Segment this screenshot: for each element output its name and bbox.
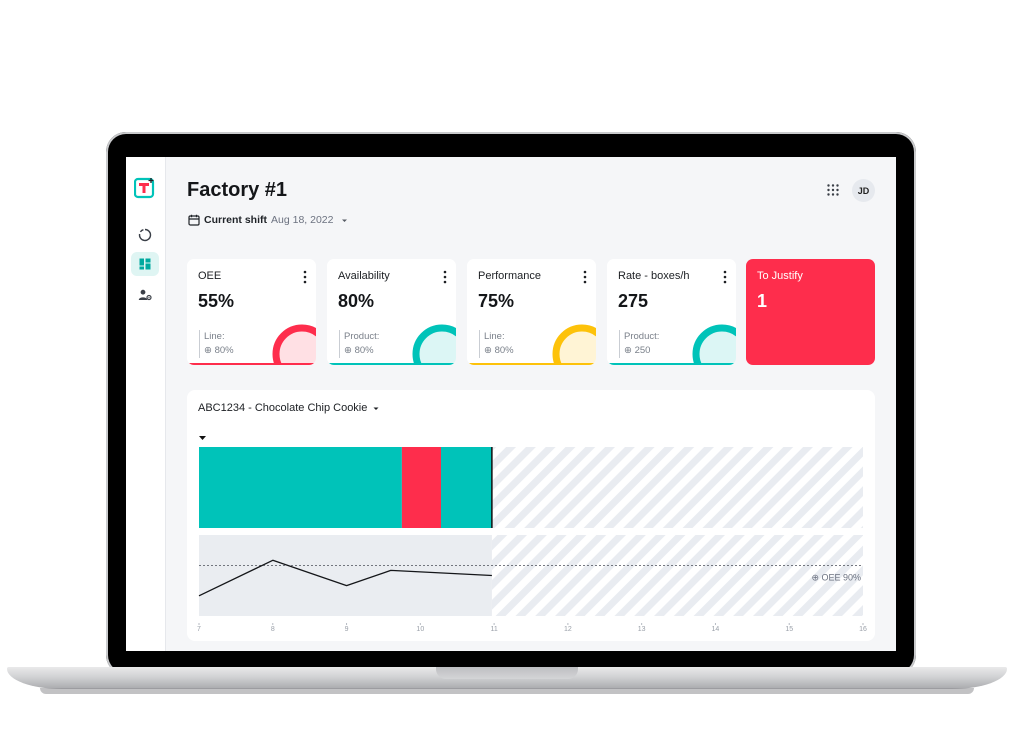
kpi-sub-label: Line: [204,331,225,342]
kpi-value: 80% [338,291,375,311]
chevron-down-icon [342,219,348,222]
kpi-color-bar [467,363,596,365]
kebab-menu-icon[interactable] [583,270,587,284]
sidebar-item-users[interactable] [131,283,159,307]
kpi-card-rate[interactable]: Rate - boxes/h 275 Product: ⊕ 250 [607,259,736,365]
kpi-gauge [692,324,736,365]
gauge-ring [272,324,316,365]
kpi-sub-label: Line: [484,331,505,342]
laptop-base-shadow [40,688,974,694]
scrubber-triangle [199,436,206,440]
shift-date: Aug 18, 2022 [271,214,334,226]
timeline-segment-stopped [401,447,441,528]
timeline-panel: ABC1234 - Chocolate Chip Cookie ⊕ OEE 90… [187,390,875,641]
timeline-segment-running [440,447,492,528]
donut-chart-icon [138,228,152,242]
app-logo-icon[interactable] [133,177,156,199]
kpi-value: 75% [478,291,515,311]
kpi-card-oee[interactable]: OEE 55% Line: ⊕ 80% [187,259,316,365]
kpi-gauge [412,324,456,365]
hour-tick-label: 8 [271,626,275,633]
hour-tick-label: 15 [785,626,793,633]
kpi-target: Product: ⊕ 80% [339,330,379,358]
hour-tick-label: 11 [490,626,497,633]
gauge-ring [692,324,736,365]
hour-tick-label: 10 [416,626,424,633]
product-label: ABC1234 - Chocolate Chip Cookie [198,402,368,414]
kpi-name: To Justify [757,270,803,282]
page-title: Factory #1 [187,179,288,201]
kpi-target-value: ⊕ 80% [484,345,514,356]
kpi-target: Product: ⊕ 250 [619,330,659,358]
kpi-color-bar [187,363,316,365]
kpi-sub-label: Product: [344,331,380,342]
kebab-menu-icon[interactable] [723,270,727,284]
timeline-segment-running [199,447,402,528]
oee-target-label: ⊕ OEE 90% [811,572,861,582]
kpi-card-availability[interactable]: Availability 80% Product: ⊕ 80% [327,259,456,365]
kpi-name: Availability [338,270,390,282]
kpi-target: Line: ⊕ 80% [199,330,234,358]
kpi-name: OEE [198,270,222,282]
oee-line [198,559,492,597]
gauge-ring [552,324,596,365]
kebab-menu-icon[interactable] [443,270,447,284]
calendar-icon [188,214,200,226]
kpi-gauge [272,324,316,365]
product-selector[interactable]: ABC1234 - Chocolate Chip Cookie [198,402,381,414]
sidebar-item-analytics[interactable] [131,223,159,247]
sidebar-item-dashboard[interactable] [131,252,159,276]
kpi-target: Line: ⊕ 80% [479,330,514,358]
kpi-sub-label: Product: [624,331,660,342]
kpi-card-performance[interactable]: Performance 75% Line: ⊕ 80% [467,259,596,365]
hour-tick-label: 14 [712,626,720,633]
hour-tick-label: 16 [859,626,867,633]
timeline-chart: ⊕ OEE 90% 7 8 9 10 11 12 13 14 15 16 [197,436,867,633]
hour-tick-label: 13 [638,626,646,633]
shift-label: Current shift [204,214,267,226]
laptop-notch [436,667,578,679]
user-avatar[interactable]: JD [852,179,875,202]
kpi-color-bar [607,363,736,365]
user-settings-icon [138,289,152,301]
hour-tick-label: 7 [197,626,201,633]
sidebar [126,157,166,651]
apps-grid-icon[interactable] [826,183,840,197]
kpi-color-bar [327,363,456,365]
chevron-down-icon [373,407,379,410]
kpi-value: 275 [618,291,649,311]
hour-tick-label: 9 [345,626,349,633]
hour-tick-label: 12 [564,626,572,633]
kpi-target-value: ⊕ 250 [624,345,651,356]
future-hatch-oee [491,535,863,616]
kpi-gauge [552,324,596,365]
app-screen: Factory #1 Current shift Aug 18, 2022 JD… [126,157,896,651]
kpi-name: Performance [478,270,541,282]
kpi-target-value: ⊕ 80% [204,345,234,356]
kpi-target-value: ⊕ 80% [344,345,374,356]
kpi-card-to-justify[interactable]: To Justify 1 [746,259,875,365]
kpi-value: 1 [757,291,768,311]
gauge-ring [412,324,456,365]
dashboard-icon [139,258,151,270]
kpi-name: Rate - boxes/h [618,270,690,282]
kpi-value: 55% [198,291,235,311]
oee-past-background [199,535,492,616]
future-hatch-bar [491,447,863,528]
kebab-menu-icon[interactable] [303,270,307,284]
shift-selector[interactable]: Current shift Aug 18, 2022 [188,212,349,228]
